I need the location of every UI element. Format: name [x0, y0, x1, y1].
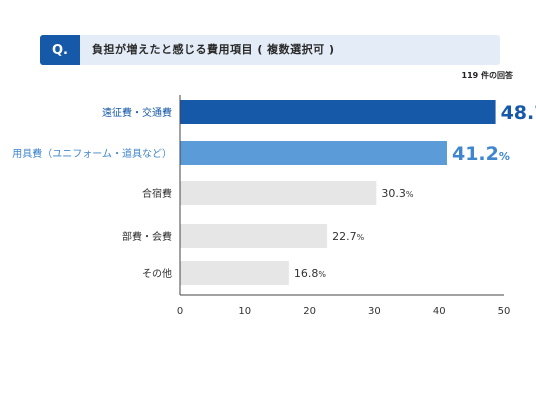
response-count: 119 件の回答	[461, 71, 513, 80]
x-tick-label-40: 40	[433, 306, 446, 317]
x-tick-label-30: 30	[368, 306, 381, 317]
question-title: 負担が増えたと感じる費用項目 ( 複数選択可 )	[92, 43, 335, 56]
x-tick-label-50: 50	[498, 306, 511, 317]
x-tick-label-0: 0	[177, 306, 183, 317]
value-label-5: 16.8%	[294, 267, 327, 280]
x-tick-label-10: 10	[238, 306, 251, 317]
bar-5	[180, 261, 289, 285]
question-banner: Q. 負担が増えたと感じる費用項目 ( 複数選択可 )	[40, 35, 500, 65]
category-label-2: 用具費（ユニフォーム・道具など）	[12, 147, 172, 160]
value-label-1: 48.7%	[501, 102, 536, 124]
bar-1	[180, 100, 496, 124]
bar-2	[180, 141, 447, 165]
bar-3	[180, 181, 377, 205]
question-badge: Q.	[40, 35, 80, 65]
value-label-2: 41.2%	[452, 143, 510, 165]
x-tick-label-20: 20	[303, 306, 316, 317]
category-label-4: 部費・会費	[122, 230, 172, 243]
category-label-1: 遠征費・交通費	[102, 106, 172, 119]
category-label-5: その他	[142, 267, 172, 280]
value-label-4: 22.7%	[332, 230, 365, 243]
category-label-3: 合宿費	[142, 187, 172, 200]
bar-4	[180, 224, 328, 248]
value-label-3: 30.3%	[381, 187, 414, 200]
